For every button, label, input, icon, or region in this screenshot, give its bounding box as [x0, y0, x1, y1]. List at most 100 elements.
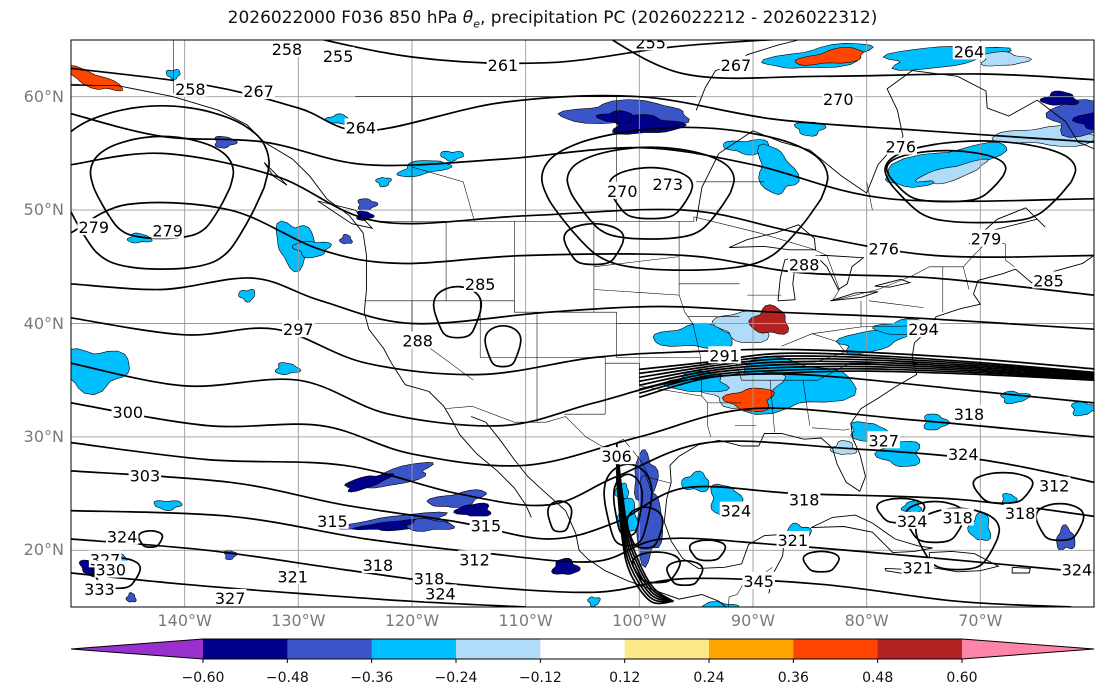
contour-label: 315 — [317, 512, 348, 531]
colorbar-segment — [793, 639, 879, 659]
contour-line — [639, 352, 1094, 374]
contour-line — [639, 357, 1094, 379]
theta-e-contours — [71, 40, 1094, 607]
contour-label: 255 — [635, 33, 666, 52]
contour-label: 288 — [402, 332, 433, 351]
contour-label: 297 — [283, 320, 314, 339]
contour-line — [802, 550, 840, 573]
contour-label-bg — [151, 221, 184, 239]
contour-label: 294 — [908, 320, 939, 339]
contour-label-bg — [606, 181, 639, 199]
contour-label-bg — [282, 320, 315, 338]
coastline — [810, 514, 933, 554]
colorbar: −0.60 −0.48 −0.36 −0.24 −0.12 0.12 0.24 0.36 0.4… — [70, 638, 1095, 686]
contour-line — [71, 104, 270, 270]
contour-label: 291 — [709, 346, 740, 365]
political-border — [593, 289, 680, 296]
gridlines — [71, 40, 1094, 607]
lon-tick-label: 70°W — [958, 611, 1003, 630]
contour-label: 318 — [954, 405, 985, 424]
chart-title: 2026022000 F036 850 hPa θe, precipitatio… — [227, 8, 878, 31]
precip-patch — [339, 233, 353, 245]
contour-label-bg — [128, 466, 162, 484]
precip-patch — [794, 46, 864, 66]
precip-patch — [1072, 112, 1094, 130]
contour-line — [71, 152, 1094, 258]
coastline — [263, 162, 288, 186]
lat-tick-label: 60°N — [23, 86, 64, 106]
contour-label-bg — [276, 567, 309, 585]
contour-label: 276 — [868, 240, 899, 259]
coastline — [830, 291, 879, 302]
contour-label-bg — [1032, 271, 1065, 289]
contour-label-bg — [77, 218, 110, 236]
contour-line — [639, 365, 1094, 391]
precip-patch — [587, 596, 601, 607]
contour-label: 270 — [823, 90, 854, 109]
precip-patch — [440, 150, 464, 162]
contour-label: 321 — [277, 567, 308, 586]
contour-line — [615, 476, 674, 605]
political-border — [769, 380, 775, 433]
contour-label-bg — [321, 46, 355, 64]
contour-line — [639, 360, 1094, 383]
contour-line — [540, 126, 829, 272]
colorbar-segment — [709, 639, 794, 659]
contour-label: 330 — [96, 561, 127, 580]
contour-label: 324 — [107, 528, 138, 547]
contour-label-bg — [412, 569, 446, 587]
contour-label-bg — [867, 239, 900, 257]
precip-patch — [274, 362, 302, 376]
precip-patch — [1039, 90, 1080, 106]
colorbar-segment — [371, 639, 457, 659]
colorbar-segment — [287, 639, 373, 659]
precip-patch — [125, 592, 137, 603]
contour-label-bg — [952, 405, 986, 423]
contour-label-bg — [213, 588, 247, 606]
contour-line — [71, 440, 1094, 507]
contour-line — [639, 363, 1094, 387]
political-border — [605, 362, 712, 437]
precip-patch — [721, 387, 775, 412]
contour-line — [603, 463, 653, 547]
contour-label: 318 — [789, 490, 820, 509]
colorbar-segment — [456, 639, 541, 659]
lon-tick-label: 120°W — [384, 611, 440, 630]
political-border — [411, 96, 475, 222]
contour-label-bg — [776, 531, 810, 549]
contour-line — [1035, 502, 1085, 542]
coastline — [928, 550, 1000, 573]
political-border — [802, 380, 811, 426]
contour-line — [566, 146, 735, 240]
contour-label: 321 — [903, 558, 934, 577]
contour-line — [563, 222, 625, 266]
lon-tick-label: 140°W — [157, 611, 212, 630]
contour-label: 255 — [323, 47, 354, 66]
contour-line — [915, 507, 1001, 571]
political-border — [812, 427, 850, 431]
contour-line — [71, 572, 526, 607]
contour-label: 279 — [971, 229, 1002, 248]
contour-label: 324 — [948, 445, 979, 464]
contour-label-bg — [111, 402, 145, 420]
contour-label-bg — [895, 511, 929, 529]
contour-label: 318 — [942, 508, 973, 527]
contour-label-bg — [787, 490, 821, 508]
contour-line — [612, 473, 644, 537]
political-border — [479, 300, 538, 358]
contour-label: 288 — [789, 256, 820, 275]
contour-label-bg — [463, 274, 497, 292]
contour-line — [639, 355, 1094, 375]
contour-label-bg — [952, 42, 986, 60]
precip-patch — [153, 500, 183, 512]
precip-patch — [914, 158, 989, 185]
contour-label: 315 — [471, 516, 502, 535]
contour-label-bg — [458, 550, 491, 568]
contour-line — [972, 471, 1034, 505]
contour-line — [484, 324, 522, 368]
colorbar-segment — [203, 639, 288, 659]
colorbar-tick-label: −0.24 — [435, 670, 478, 686]
contour-line — [89, 135, 235, 240]
colorbar-tick-label: −0.48 — [266, 670, 309, 686]
contour-line — [71, 316, 1094, 376]
